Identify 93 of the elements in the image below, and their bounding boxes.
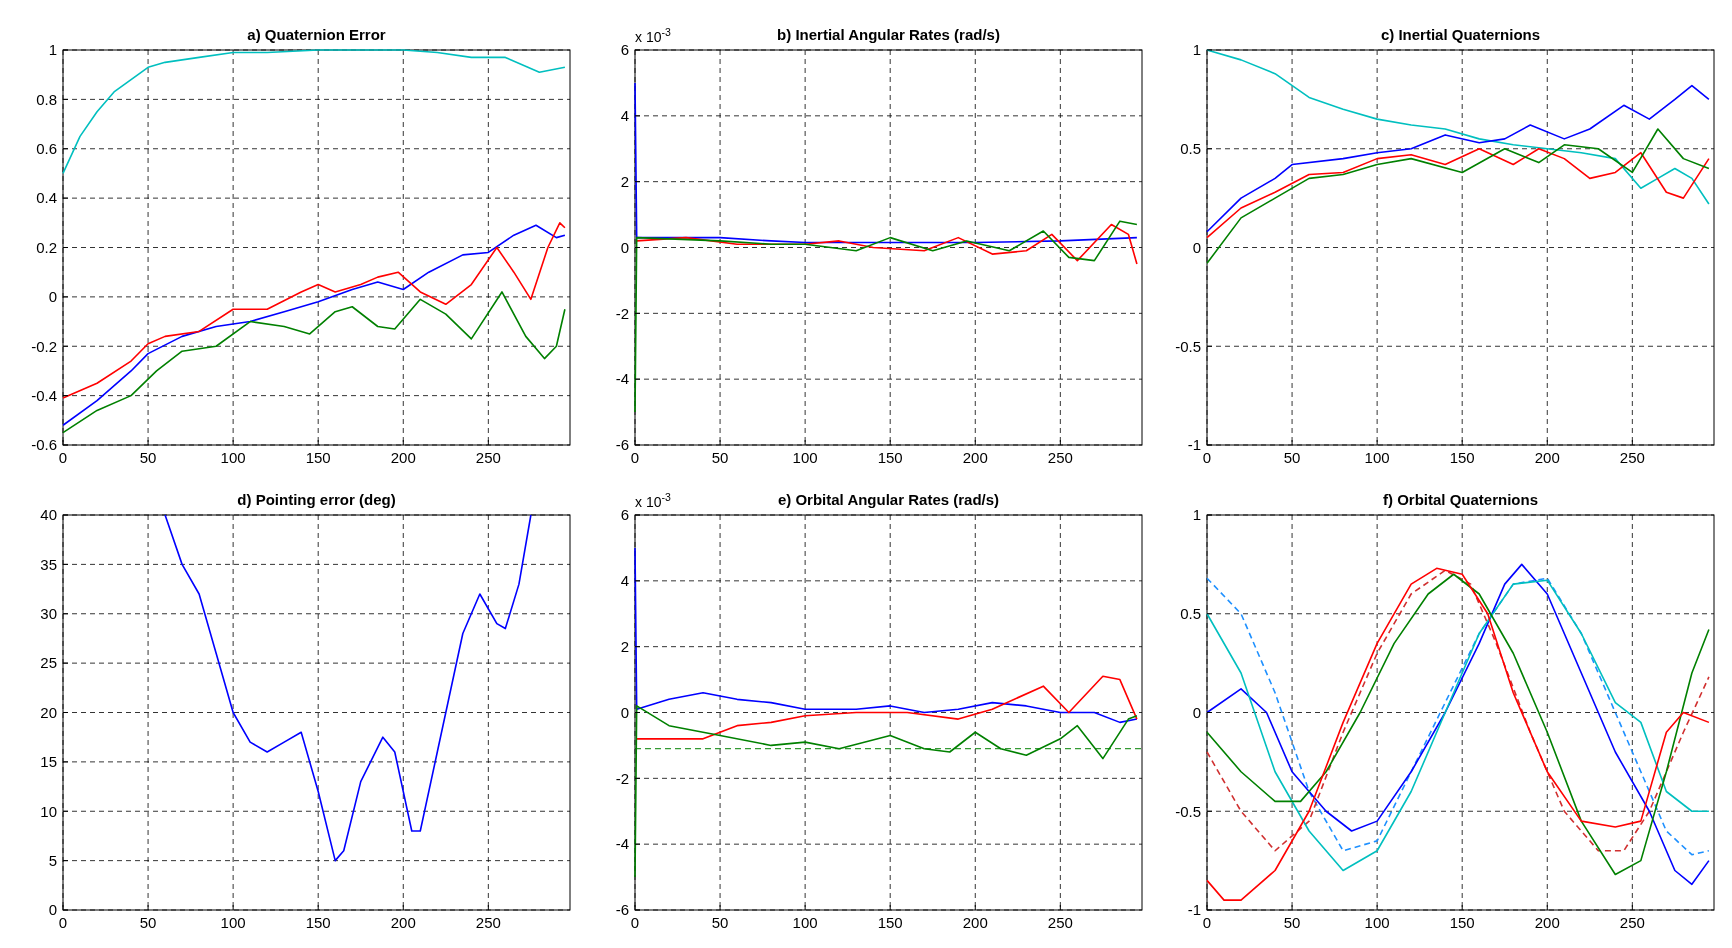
y-tick-label: 6 [620,506,629,524]
y-tick-label: -1 [1187,436,1201,454]
x-tick-label: 50 [711,914,729,931]
line-series [635,223,1138,265]
y-tick-label: 0.5 [1180,605,1201,622]
chart-title: a) Quaternion Error [247,26,386,43]
x-tick-label: 100 [1364,449,1390,466]
y-tick-label: -0.4 [31,386,57,404]
line-series [62,291,566,434]
line-series [634,547,1138,724]
x-tick-label: 100 [220,914,246,931]
y-tick-label: 30 [40,605,57,622]
x-tick-label: 100 [792,449,818,466]
x-tick-label: 250 [1619,449,1645,466]
y-tick-label: 0 [48,901,57,919]
y-tick-label: -2 [615,304,629,322]
y-tick-label: 15 [40,753,57,771]
x-tick-label: 150 [877,449,903,466]
x-tick-label: 100 [1364,914,1390,931]
x-tick-label: 150 [305,449,331,466]
x-tick-label: 50 [1283,914,1301,931]
y-tick-label: -0.2 [31,337,57,355]
chart-title: b) Inertial Angular Rates (rad/s) [777,26,1000,43]
y-tick-label: 6 [620,41,629,59]
x-tick-label: 150 [877,914,903,931]
x-tick-label: 150 [1449,914,1475,931]
y-tick-label: 4 [620,572,629,590]
y-tick-label: -4 [615,370,629,388]
x-tick-label: 200 [390,914,416,931]
line-series [1206,49,1710,205]
line-series [635,675,1138,740]
y-tick-label: -0.5 [1175,337,1201,355]
x-tick-label: 200 [1534,449,1560,466]
y-tick-label: -6 [615,901,629,919]
chart-title: c) Inertial Quaternions [1380,26,1541,43]
y-tick-label: 25 [40,654,57,672]
text: x 10$^{-3}$ [635,26,671,45]
chart-title: e) Orbital Angular Rates (rad/s) [777,491,1000,508]
x-tick-label: 100 [220,449,246,466]
y-tick-label: -1 [1187,901,1201,919]
line-series [634,82,1138,244]
y-tick-label: 0.4 [36,189,57,207]
x-tick-label: 250 [475,914,501,931]
y-tick-label: -4 [615,835,629,853]
line-series [62,49,566,175]
y-tick-label: 2 [620,637,629,655]
line-series [1206,147,1710,239]
line-series [164,514,532,862]
x-tick-label: 150 [305,914,331,931]
line-series [1206,128,1710,265]
x-tick-label: 200 [962,914,988,931]
y-tick-label: 0 [1192,703,1201,721]
y-tick-label: -0.6 [31,436,57,454]
x-tick-label: 250 [475,449,501,466]
y-tick-label: -0.5 [1175,802,1201,820]
y-tick-label: 2 [620,172,629,190]
x-tick-label: 50 [139,914,157,931]
y-tick-label: 0 [48,288,57,306]
y-tick-label: 1 [48,41,57,59]
y-tick-label: 0.5 [1180,140,1201,157]
x-tick-label: 250 [1619,914,1645,931]
chart-title: d) Pointing error (deg) [237,491,396,508]
x-tick-label: 100 [792,914,818,931]
y-tick-label: 5 [48,851,57,869]
y-tick-label: 10 [40,802,57,820]
y-tick-label: -2 [615,769,629,787]
line-series [634,220,1138,413]
text: x 10$^{-3}$ [635,491,671,510]
x-tick-label: 250 [1047,449,1073,466]
x-tick-label: 50 [1283,449,1301,466]
y-tick-label: 0.8 [36,90,57,108]
x-tick-label: 50 [711,449,729,466]
x-tick-label: 50 [139,449,157,466]
line-series [1206,84,1710,233]
x-tick-label: 150 [1449,449,1475,466]
x-tick-label: 200 [390,449,416,466]
y-tick-label: 1 [1192,506,1201,524]
y-tick-label: 35 [40,555,57,573]
y-tick-label: 20 [40,703,57,721]
y-tick-label: 0.2 [36,238,57,256]
x-tick-label: 250 [1047,914,1073,931]
chart-title: f) Orbital Quaternions [1382,491,1539,508]
y-tick-label: 0 [620,703,629,721]
y-tick-label: 0 [620,238,629,256]
y-tick-label: 1 [1192,41,1201,59]
line-series [634,705,1138,878]
y-tick-label: -6 [615,436,629,454]
y-tick-label: 4 [620,107,629,125]
y-tick-label: 40 [40,506,57,524]
x-tick-label: 200 [1534,914,1560,931]
x-tick-label: 200 [962,449,988,466]
y-tick-label: 0.6 [36,140,57,157]
y-tick-label: 0 [1192,238,1201,256]
